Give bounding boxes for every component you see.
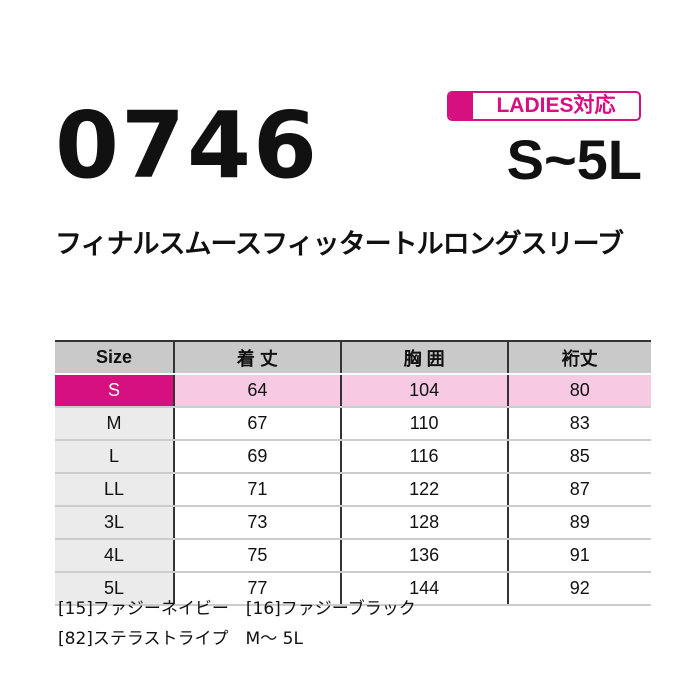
value-cell: 67: [173, 407, 341, 441]
table-row: 3L 73 128 89: [55, 506, 651, 540]
column-header: 着 丈: [173, 341, 341, 375]
table-row: 5L 77 144 92: [55, 572, 651, 606]
value-cell: 92: [506, 572, 651, 606]
value-cell: 64: [173, 374, 341, 408]
value-cell: 69: [173, 440, 341, 474]
value-cell: 89: [506, 506, 651, 540]
column-header: 胸 囲: [339, 341, 508, 375]
size-cell: 3L: [55, 506, 174, 540]
value-cell: 77: [173, 572, 341, 606]
badge-label: LADIES対応: [496, 94, 616, 117]
product-code: 0746: [55, 92, 320, 199]
size-cell: 5L: [55, 572, 174, 606]
value-cell: 122: [339, 473, 508, 507]
table-row: M 67 110 83: [55, 407, 651, 441]
table-row: L 69 116 85: [55, 440, 651, 474]
size-cell: M: [55, 407, 174, 441]
value-cell: 144: [339, 572, 508, 606]
column-header: Size: [55, 341, 174, 375]
size-range: S~5L: [506, 128, 642, 191]
value-cell: 71: [173, 473, 341, 507]
value-cell: 85: [506, 440, 651, 474]
size-cell: L: [55, 440, 174, 474]
color-options-line-2: [82]ステラストライプ M～ 5L: [58, 629, 303, 649]
table-row: LL 71 122 87: [55, 473, 651, 507]
column-header: 裄丈: [506, 341, 651, 375]
value-cell: 136: [339, 539, 508, 573]
value-cell: 104: [339, 374, 508, 408]
table-header: Size 着 丈胸 囲裄丈: [55, 341, 651, 375]
value-cell: 128: [339, 506, 508, 540]
value-cell: 116: [339, 440, 508, 474]
value-cell: 73: [173, 506, 341, 540]
color-options-line-1: [15]ファジーネイビー [16]ファジーブラック: [58, 599, 416, 619]
value-cell: 83: [506, 407, 651, 441]
badge-accent: [449, 93, 473, 119]
value-cell: 75: [173, 539, 341, 573]
size-cell: LL: [55, 473, 174, 507]
value-cell: 80: [506, 374, 651, 408]
size-cell: S: [55, 374, 174, 408]
size-cell: 4L: [55, 539, 174, 573]
ladies-badge: LADIES対応: [447, 91, 641, 121]
value-cell: 110: [339, 407, 508, 441]
product-name: フィナルスムースフィッタートルロングスリーブ: [55, 229, 624, 260]
table-row: 4L 75 136 91: [55, 539, 651, 573]
table-row: S 64 104 80: [55, 374, 651, 408]
size-table: Size 着 丈胸 囲裄丈 S 64 104 80 M 67 110 83 L 69 116 85 LL 7…: [55, 340, 651, 606]
value-cell: 87: [506, 473, 651, 507]
value-cell: 91: [506, 539, 651, 573]
